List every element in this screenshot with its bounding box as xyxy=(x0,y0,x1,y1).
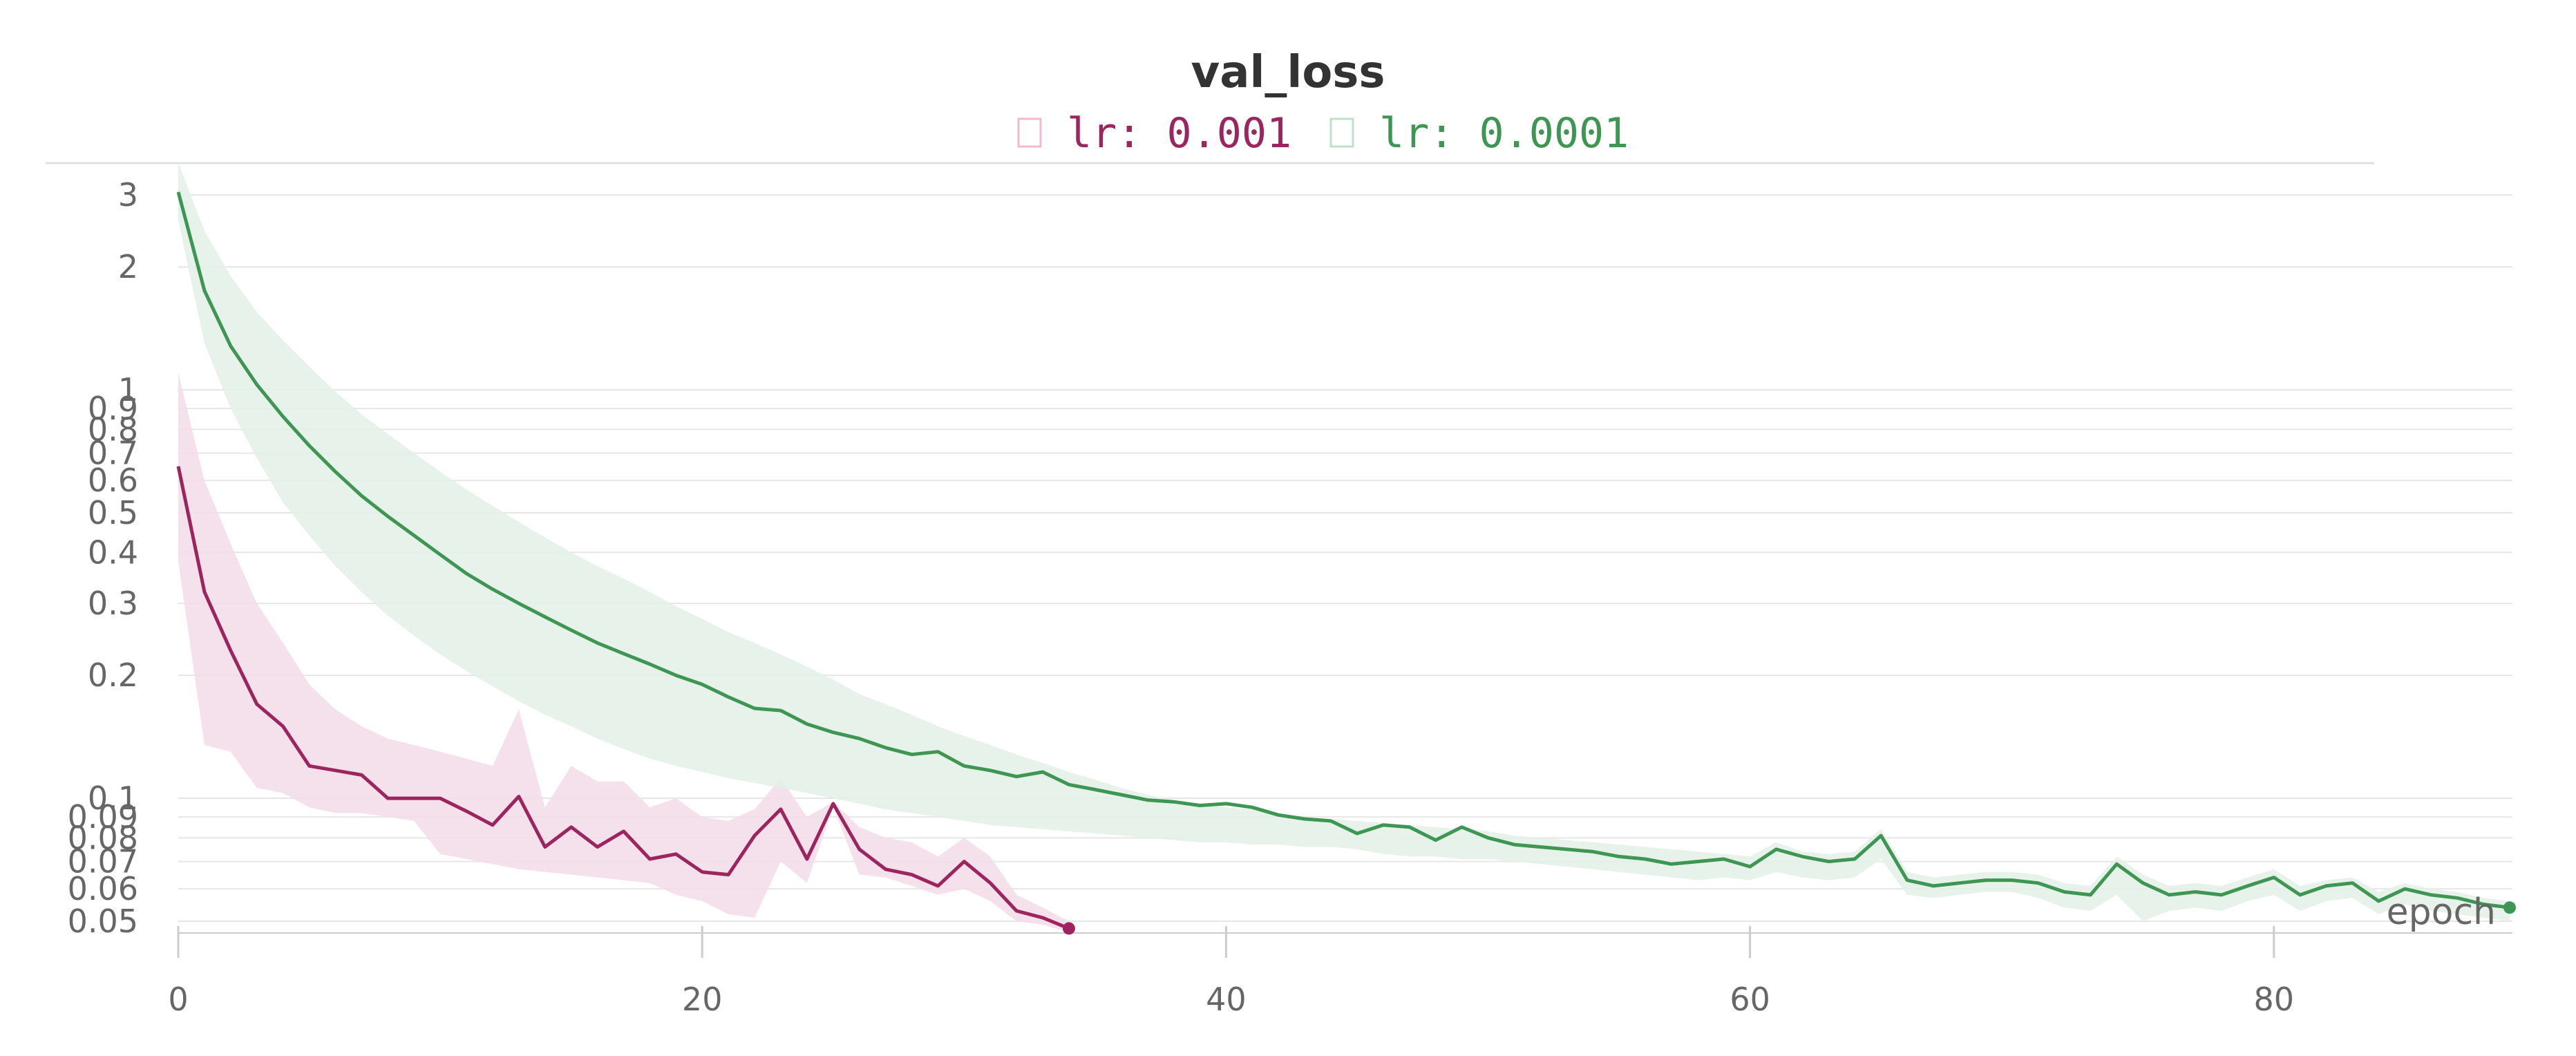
y-tick-label: 3 xyxy=(118,176,138,214)
y-tick-label: 0.09 xyxy=(68,798,138,836)
series-lines xyxy=(176,191,2510,930)
series-line-1 xyxy=(176,191,2510,909)
y-tick-label: 0.06 xyxy=(68,870,138,907)
series-end-point-0 xyxy=(1062,922,1075,935)
x-tick-label: 80 xyxy=(2254,981,2295,1018)
legend-label-series-0: lr: 0.001 xyxy=(1067,109,1291,158)
series-line-0 xyxy=(176,466,1070,930)
y-tick-label: 0.7 xyxy=(88,435,138,472)
x-tick-label: 40 xyxy=(1206,981,1247,1018)
y-tick-label: 0.6 xyxy=(88,462,138,499)
legend-item-lr-0001[interactable]: lr: 0.001 xyxy=(1017,109,1291,158)
y-tick-label: 0.5 xyxy=(88,494,138,531)
x-tick-label: 20 xyxy=(682,981,723,1018)
y-tick-label: 0.1 xyxy=(88,780,138,817)
y-tick-label: 0.9 xyxy=(88,390,138,427)
y-tick-label: 0.4 xyxy=(88,534,138,571)
bands xyxy=(178,162,2510,932)
series-band-1 xyxy=(178,162,2510,921)
x-tick-label: 60 xyxy=(1730,981,1770,1018)
y-axis: 0.050.060.070.080.090.10.20.30.40.50.60.… xyxy=(68,176,138,940)
chart-title: val_loss xyxy=(1191,47,1385,98)
legend-item-lr-00001[interactable]: lr: 0.0001 xyxy=(1329,109,1629,158)
y-tick-label: 0.05 xyxy=(68,903,138,940)
y-tick-label: 0.3 xyxy=(88,585,138,622)
legend-label-series-1: lr: 0.0001 xyxy=(1379,109,1629,158)
x-axis-label: epoch xyxy=(2387,892,2496,933)
legend: lr: 0.001 lr: 0.0001 xyxy=(1017,109,1629,158)
y-tick-label: 0.08 xyxy=(68,819,138,856)
y-tick-label: 0.2 xyxy=(88,657,138,694)
x-axis: 0 20 40 60 80 xyxy=(168,926,2512,1018)
y-tick-label: 2 xyxy=(118,248,138,285)
end-markers xyxy=(1062,901,2516,935)
y-tick-label: 0.8 xyxy=(88,411,138,448)
legend-swatch-series-0 xyxy=(1017,117,1042,148)
y-tick-label: 1 xyxy=(118,371,138,408)
series-band-0 xyxy=(178,373,1069,932)
series-end-point-1 xyxy=(2503,901,2516,914)
y-tick-label: 0.07 xyxy=(68,843,138,880)
x-tick-label: 0 xyxy=(168,981,188,1018)
legend-swatch-series-1 xyxy=(1329,117,1354,148)
